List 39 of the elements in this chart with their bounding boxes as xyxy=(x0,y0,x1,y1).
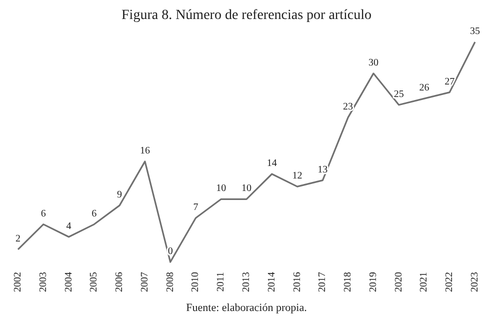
x-tick-label: 2018 xyxy=(342,272,354,292)
x-tick-label: 2017 xyxy=(317,272,328,292)
x-tick-label: 2021 xyxy=(418,272,430,292)
x-tick-label: 2010 xyxy=(190,272,202,292)
x-tick-label: 2011 xyxy=(216,272,227,292)
data-label: 26 xyxy=(419,82,430,94)
data-label: 4 xyxy=(66,220,72,232)
data-label: 7 xyxy=(193,202,198,213)
data-label: 16 xyxy=(140,145,150,156)
x-tick-label: 2002 xyxy=(12,272,24,292)
data-label: 10 xyxy=(216,183,226,194)
x-tick-label: 2003 xyxy=(38,272,49,292)
chart-title: Figura 8. Número de referencias por artículo xyxy=(120,8,372,24)
data-label: 0 xyxy=(168,246,173,257)
data-label: 23 xyxy=(343,101,354,112)
source-note: Fuente: elaboración propia. xyxy=(185,302,308,314)
x-tick-label: 2005 xyxy=(88,272,100,292)
data-label: 12 xyxy=(292,170,302,182)
data-label: 35 xyxy=(470,26,480,37)
data-label: 2 xyxy=(16,233,20,244)
data-label: 27 xyxy=(444,76,455,88)
x-tick-label: 2022 xyxy=(444,272,456,292)
x-tick-label: 2019 xyxy=(368,272,379,292)
data-label: 10 xyxy=(242,183,252,194)
data-label: 30 xyxy=(368,57,378,68)
x-tick-label: 2007 xyxy=(139,272,150,292)
x-tick-label: 2013 xyxy=(241,272,252,292)
data-label: 25 xyxy=(394,88,404,100)
data-label: 6 xyxy=(92,208,97,220)
x-tick-label: 2004 xyxy=(63,272,74,292)
x-tick-label: 2016 xyxy=(292,272,303,292)
x-tick-label: 2006 xyxy=(114,272,126,292)
x-tick-label: 2020 xyxy=(393,272,404,292)
x-tick-label: 2014 xyxy=(266,272,278,292)
x-tick-label: 2023 xyxy=(470,272,480,292)
data-label: 9 xyxy=(117,189,122,200)
x-tick-label: 2008 xyxy=(164,272,176,292)
data-label: 6 xyxy=(40,208,46,220)
data-label: 14 xyxy=(266,158,277,169)
